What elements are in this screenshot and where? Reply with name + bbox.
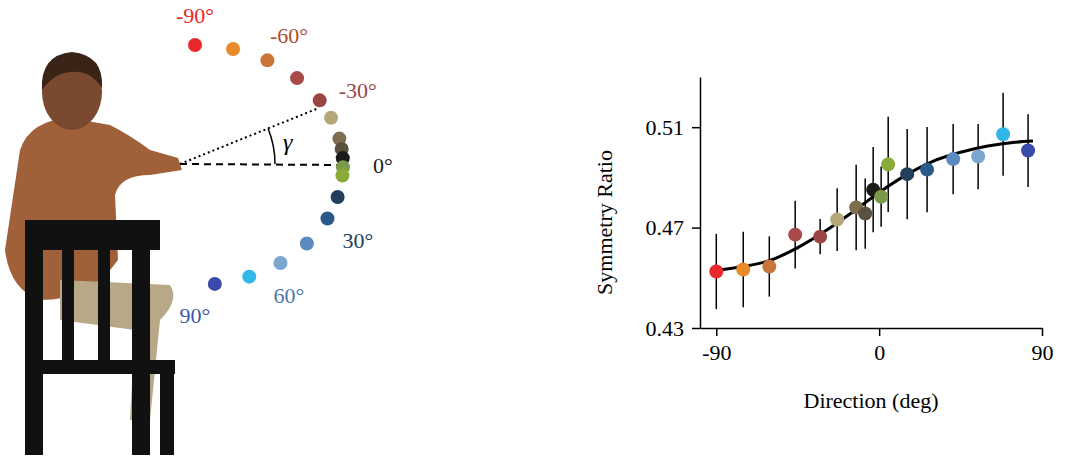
data-point [874,190,888,204]
tick-mark [716,328,718,336]
y-axis-title: Symmetry Ratio [592,150,617,295]
data-point [813,230,827,244]
data-point [1021,144,1035,158]
data-point [946,152,960,166]
target-dot [290,71,304,85]
target-dot [260,53,274,67]
tick-label: 0 [874,340,885,365]
target-dot [242,270,256,284]
data-point [996,127,1010,141]
angle-label: -30° [339,78,377,103]
data-point [709,265,723,279]
target-dot [188,38,202,52]
chair-leg [160,360,174,455]
chair-slat [132,245,150,455]
target-dot [300,237,314,251]
tick: -90 [702,328,731,365]
reference-line [180,164,343,165]
plot-area [709,93,1035,309]
tick: 0.51 [646,115,701,140]
target-dot [320,212,334,226]
chair-slat [98,245,110,365]
axis-line [701,328,1043,330]
data-point [971,150,985,164]
x-axis: -90 0 90 [701,328,1054,365]
tick-mark [692,127,700,129]
tick-mark [1042,328,1044,336]
angle-label: -90° [176,3,214,28]
data-point [900,167,914,181]
target-dot [226,42,240,56]
data-point [881,157,895,171]
x-axis-title: Direction (deg) [804,388,939,413]
target-dot [208,277,222,291]
angle-label: 60° [274,283,305,308]
data-point [788,228,802,242]
tick-label: 0.43 [646,316,685,341]
angle-label: 90° [180,303,211,328]
chair-slat [25,245,43,455]
target-dot [331,190,345,204]
tick-label: -90 [702,340,731,365]
data-point [762,260,776,274]
fit-curve [716,141,1033,270]
axis-line [700,78,702,329]
chair-seat [25,360,175,374]
pointing-line [180,109,316,164]
data-point [858,207,872,221]
y-axis: 0.43 0.47 0.51 [646,78,701,341]
angle-arc [268,128,275,164]
tick: 0 [874,328,885,365]
tick-label: 0.51 [646,115,685,140]
tick-label: 90 [1032,340,1054,365]
angle-label: 0° [373,153,393,178]
illustration: γ -90° -60° -30° 0° 30° 60° 90° [5,3,393,455]
angle-label: -60° [270,23,308,48]
data-point [736,263,750,277]
data-point [830,213,844,227]
tick: 90 [1032,328,1054,365]
target-dot [335,168,349,182]
chair-slat [62,245,74,365]
tick-label: 0.47 [646,215,685,240]
tick-mark [692,328,700,330]
person-hair [42,52,102,90]
person-legs [60,280,173,420]
tick-mark [879,328,881,336]
figure: γ-90°-60°-30°0°30°60°90°-900900.430.470.… [0,0,1065,459]
target-dot [274,256,288,270]
data-point [920,163,934,177]
target-dot [313,93,327,107]
tick-mark [692,227,700,229]
tick: 0.47 [646,215,701,240]
angle-symbol: γ [283,129,293,155]
tick: 0.43 [646,316,701,341]
target-dot [324,111,338,125]
angle-label: 30° [342,228,373,253]
